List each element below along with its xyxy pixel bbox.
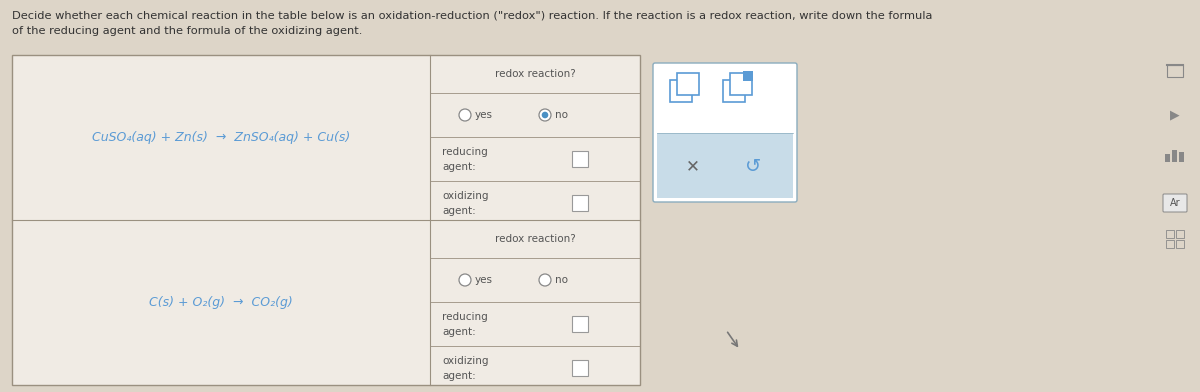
Text: reducing: reducing xyxy=(442,147,487,157)
Text: agent:: agent: xyxy=(442,327,475,337)
Text: Decide whether each chemical reaction in the table below is an oxidation-reducti: Decide whether each chemical reaction in… xyxy=(12,10,932,20)
Text: redox reaction?: redox reaction? xyxy=(494,69,575,79)
Text: yes: yes xyxy=(475,275,493,285)
Text: ✕: ✕ xyxy=(686,157,700,175)
Text: no: no xyxy=(554,110,568,120)
Bar xyxy=(658,132,793,198)
Bar xyxy=(572,195,588,211)
Bar xyxy=(572,316,588,332)
Bar xyxy=(670,80,692,102)
Bar xyxy=(722,80,745,102)
Text: agent:: agent: xyxy=(442,371,475,381)
Bar xyxy=(1178,152,1184,162)
Text: oxidizing: oxidizing xyxy=(442,356,488,366)
Bar xyxy=(1176,240,1184,248)
Text: ▶: ▶ xyxy=(1170,109,1180,122)
Text: of the reducing agent and the formula of the oxidizing agent.: of the reducing agent and the formula of… xyxy=(12,26,362,36)
Text: agent:: agent: xyxy=(442,206,475,216)
FancyBboxPatch shape xyxy=(1163,194,1187,212)
Bar xyxy=(1172,150,1177,162)
Circle shape xyxy=(539,109,551,121)
Circle shape xyxy=(458,274,470,286)
Text: no: no xyxy=(554,275,568,285)
FancyBboxPatch shape xyxy=(653,63,797,202)
Circle shape xyxy=(541,112,548,118)
Bar xyxy=(677,73,698,95)
Bar xyxy=(743,71,754,81)
Bar xyxy=(1166,240,1174,248)
Bar xyxy=(572,151,588,167)
Bar xyxy=(1176,230,1184,238)
Text: reducing: reducing xyxy=(442,312,487,322)
Text: agent:: agent: xyxy=(442,162,475,172)
Bar xyxy=(572,360,588,376)
Bar xyxy=(1166,230,1174,238)
Text: CuSO₄(aq) + Zn(s)  →  ZnSO₄(aq) + Cu(s): CuSO₄(aq) + Zn(s) → ZnSO₄(aq) + Cu(s) xyxy=(92,131,350,144)
Bar xyxy=(730,73,752,95)
Bar xyxy=(12,55,640,385)
Text: C(s) + O₂(g)  →  CO₂(g): C(s) + O₂(g) → CO₂(g) xyxy=(149,296,293,309)
Circle shape xyxy=(539,274,551,286)
Text: ↺: ↺ xyxy=(745,157,761,176)
Text: yes: yes xyxy=(475,110,493,120)
Bar xyxy=(1165,154,1170,162)
Bar xyxy=(1166,65,1183,77)
Circle shape xyxy=(458,109,470,121)
Text: Ar: Ar xyxy=(1170,198,1181,208)
Text: redox reaction?: redox reaction? xyxy=(494,234,575,244)
Text: oxidizing: oxidizing xyxy=(442,191,488,201)
